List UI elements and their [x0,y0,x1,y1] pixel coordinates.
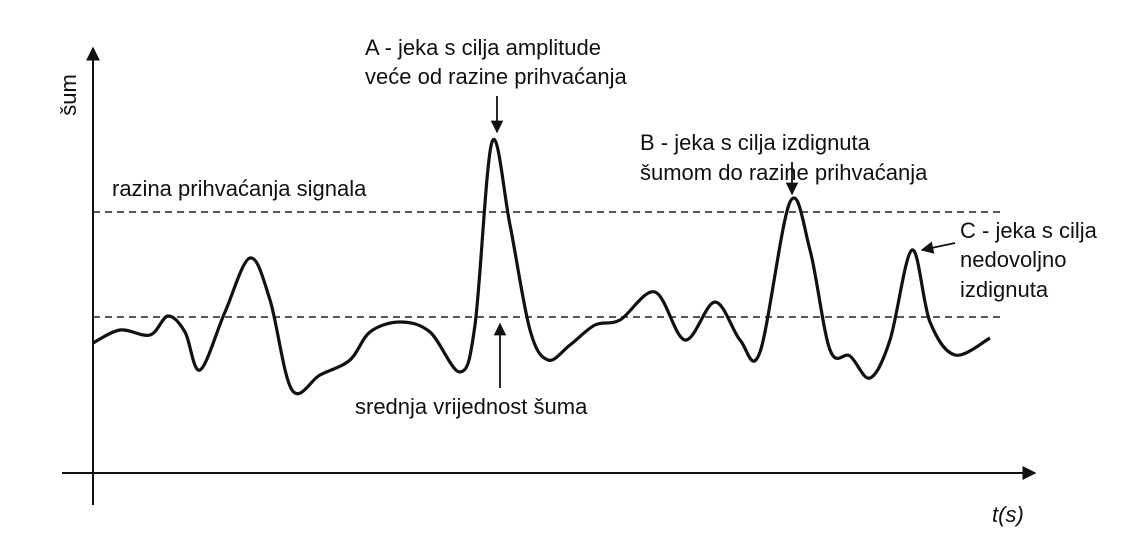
annotation-b: B - jeka s cilja izdignuta [640,130,871,155]
y-axis-label: šum [56,74,81,116]
annotation-c: nedovoljno [960,247,1066,272]
x-axis-label: t(s) [992,502,1024,527]
annotation-a: A - jeka s cilja amplitude [365,35,601,60]
mean-label: srednja vrijednost šuma [355,394,588,419]
annotation-a: veće od razine prihvaćanja [365,64,627,89]
annotation-c: izdignuta [960,277,1049,302]
annotation-b: šumom do razine prihvaćanja [640,160,928,185]
annotation-c: C - jeka s cilja [960,218,1098,243]
arrow-c [920,241,956,254]
threshold-label: razina prihvaćanja signala [112,176,367,201]
signal-waveform [92,137,991,396]
